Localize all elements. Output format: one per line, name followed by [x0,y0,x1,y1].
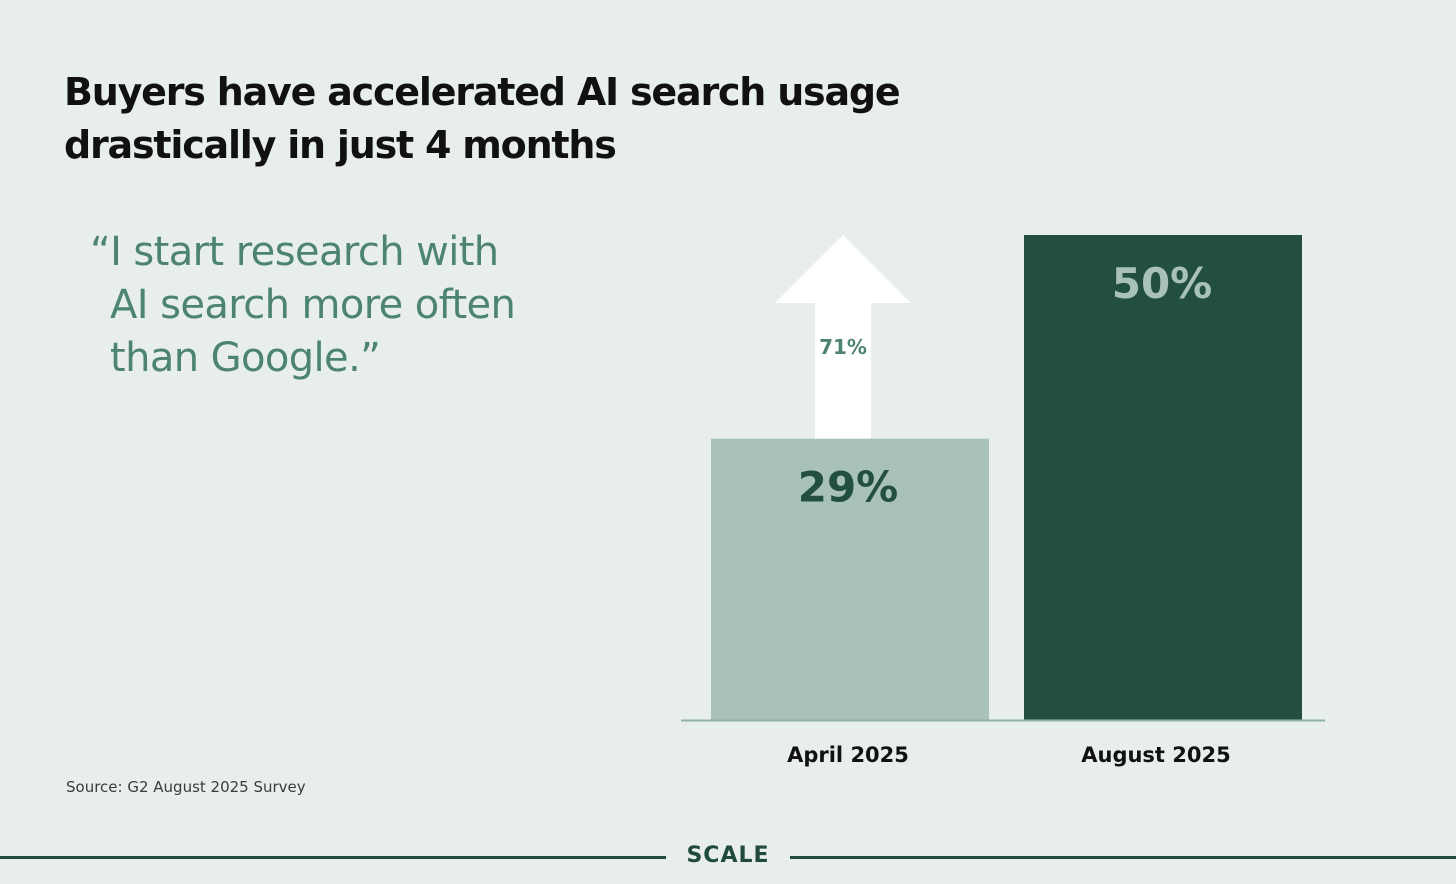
quote-line-2: AI search more often [110,282,516,328]
quote-block: “I start research with AI search more of… [90,226,610,385]
quote-line-3: than Google.” [110,335,381,381]
growth-arrow [775,235,911,441]
title-line-2: drastically in just 4 months [64,123,617,167]
quote-line-1: “I start research with [90,229,499,275]
bar-april [711,438,989,720]
title-line-1: Buyers have accelerated AI search usage [64,70,901,114]
growth-arrow-label: 71% [819,335,867,359]
bar-value-label: 50% [1112,259,1213,308]
bar-august [1024,235,1302,720]
brand-logo: SCALE [686,843,770,868]
footer-divider-right [790,856,1456,859]
x-tick-label: August 2025 [1081,743,1230,767]
page-title: Buyers have accelerated AI search usage … [64,66,924,172]
x-tick-label: April 2025 [787,743,909,767]
bar-value-label: 29% [798,463,899,512]
source-note: Source: G2 August 2025 Survey [66,778,306,796]
footer-divider-left [0,856,666,859]
